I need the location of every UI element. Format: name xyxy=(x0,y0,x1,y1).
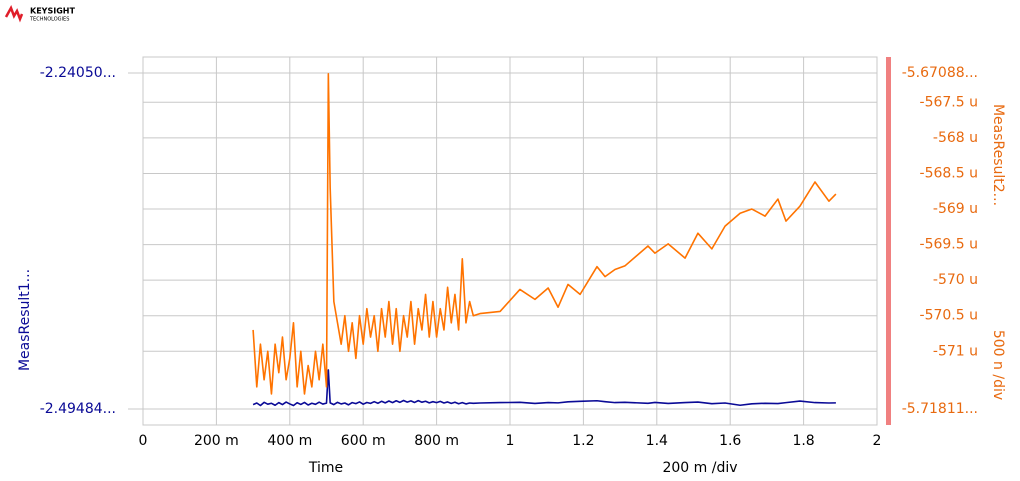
y-axis-title: MeasResult1... xyxy=(17,269,33,371)
y2-tick-label: -567.5 u xyxy=(920,94,978,110)
x-tick-label: 1.2 xyxy=(572,433,594,449)
y2-tick-label: -569.5 u xyxy=(920,237,978,253)
x-tick-label: 1.6 xyxy=(719,433,741,449)
y-tick-label: -2.24050... xyxy=(40,65,116,81)
y2-axis-bar xyxy=(886,57,891,425)
x-axis-title: Time xyxy=(308,460,343,476)
x-tick-label: 800 m xyxy=(414,433,459,449)
y2-tick-label: -570 u xyxy=(933,272,978,288)
x-scale-label: 200 m /div xyxy=(662,460,737,476)
logo-name: KEYSIGHT xyxy=(30,7,75,16)
logo-mark xyxy=(4,5,24,23)
logo: KEYSIGHT TECHNOLOGIES xyxy=(4,5,75,23)
y2-scale-label: 500 n /div xyxy=(990,330,1006,400)
y2-tick-label: -5.71811... xyxy=(902,401,978,417)
y2-tick-label: -568.5 u xyxy=(920,165,978,181)
y2-tick-label: -571 u xyxy=(933,343,978,359)
x-tick-label: 600 m xyxy=(341,433,386,449)
x-tick-label: 2 xyxy=(873,433,882,449)
x-tick-label: 1.8 xyxy=(792,433,814,449)
y-tick-label: -2.49484... xyxy=(40,401,116,417)
y2-tick-label: -570.5 u xyxy=(920,308,978,324)
y2-axis-title: MeasResult2... xyxy=(990,104,1006,206)
x-tick-label: 1.4 xyxy=(646,433,668,449)
x-tick-label: 200 m xyxy=(194,433,239,449)
x-tick-label: 0 xyxy=(139,433,148,449)
y2-tick-label: -5.67088... xyxy=(902,65,978,81)
x-tick-label: 1 xyxy=(506,433,515,449)
series-line xyxy=(252,369,836,407)
x-tick-label: 400 m xyxy=(267,433,312,449)
y2-tick-label: -569 u xyxy=(933,201,978,217)
logo-sub: TECHNOLOGIES xyxy=(29,17,69,23)
y2-tick-label: -568 u xyxy=(933,130,978,146)
series-line xyxy=(252,73,837,395)
